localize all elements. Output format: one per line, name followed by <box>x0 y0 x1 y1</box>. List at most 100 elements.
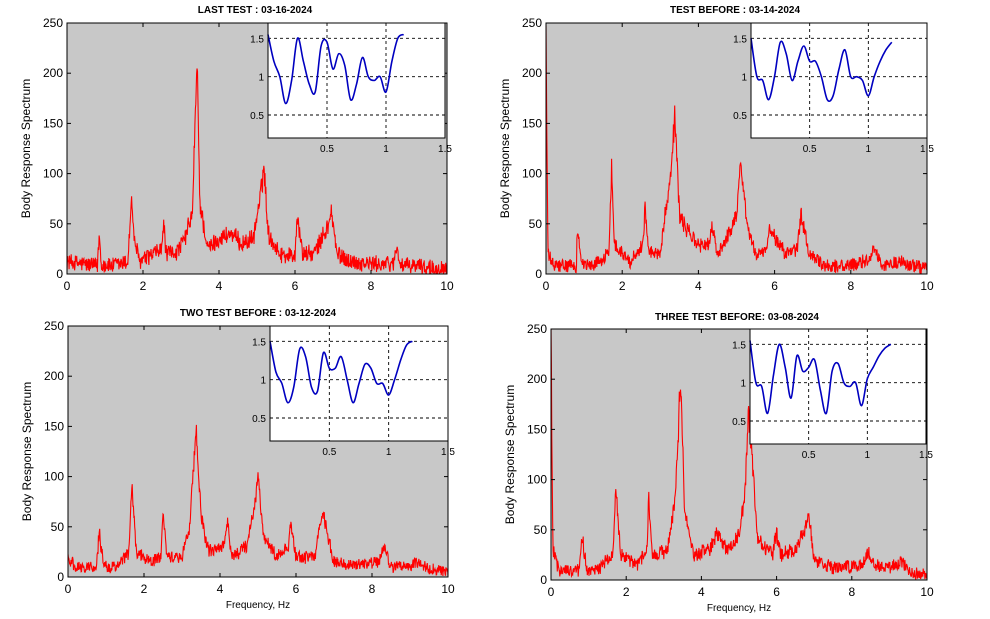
inset-plot-area <box>751 23 927 138</box>
inset-y-tick-label: 1.5 <box>252 337 266 348</box>
axes-frame <box>545 22 928 275</box>
inset-y-tick-label: 0.5 <box>733 111 747 122</box>
y-axis-label: Body Response Spectrum <box>498 79 512 218</box>
inset-x-tick-label: 1.5 <box>919 450 933 461</box>
inset-y-tick-label: 0.5 <box>252 414 266 425</box>
inset-frame <box>267 22 446 139</box>
x-tick-label: 6 <box>292 279 299 293</box>
inset-chart: 0.5 1 1.5 0.5 1 1.5 <box>250 22 452 155</box>
inset-line <box>267 33 405 105</box>
y-tick-label: 100 <box>43 167 63 181</box>
y-tick-label: 200 <box>522 66 542 80</box>
inset-frame <box>269 325 449 442</box>
inset-x-tick-label: 0.5 <box>803 144 817 155</box>
y-tick-label: 250 <box>43 16 63 30</box>
y-tick-label: 150 <box>44 419 64 433</box>
spectrum-line <box>68 424 448 577</box>
x-tick-label: 4 <box>698 585 705 599</box>
axes-frame <box>66 22 448 275</box>
x-axis-label: Frequency, Hz <box>707 603 771 614</box>
spectrum-line <box>67 68 447 274</box>
y-tick-label: 200 <box>43 66 63 80</box>
y-tick-label: 100 <box>44 470 64 484</box>
x-axis-label: Frequency, Hz <box>226 600 290 611</box>
inset-x-tick-label: 0.5 <box>320 144 334 155</box>
inset-chart: 0.5 1 1.5 0.5 1 1.5 <box>252 325 455 458</box>
x-tick-label: 2 <box>141 582 148 596</box>
chart-title: LAST TEST : 03-16-2024 <box>198 5 313 16</box>
inset-y-tick-label: 1.5 <box>732 340 746 351</box>
chart-title: TWO TEST BEFORE : 03-12-2024 <box>180 308 337 319</box>
inset-line <box>269 340 413 404</box>
inset-chart: 0.5 1 1.5 0.5 1 1.5 <box>732 328 933 461</box>
y-tick-label: 100 <box>527 473 547 487</box>
y-tick-label: 200 <box>527 372 547 386</box>
inset-x-tick-label: 1 <box>383 144 389 155</box>
inset-y-tick-label: 1 <box>258 73 264 84</box>
x-tick-label: 6 <box>293 582 300 596</box>
x-tick-label: 4 <box>695 279 702 293</box>
inset-x-tick-label: 1.5 <box>441 447 455 458</box>
x-tick-label: 10 <box>920 279 934 293</box>
x-tick-label: 2 <box>623 585 630 599</box>
x-tick-label: 8 <box>369 582 376 596</box>
y-axis-label: Body Response Spectrum <box>19 79 33 218</box>
inset-x-tick-label: 1.5 <box>920 144 934 155</box>
x-tick-label: 0 <box>543 279 550 293</box>
y-tick-label: 250 <box>522 16 542 30</box>
inset-y-tick-label: 1.5 <box>250 34 264 45</box>
x-tick-label: 0 <box>64 279 71 293</box>
inset-x-tick-label: 0.5 <box>322 447 336 458</box>
y-tick-label: 50 <box>534 523 548 537</box>
y-tick-label: 250 <box>527 322 547 336</box>
y-tick-label: 50 <box>529 217 543 231</box>
x-tick-label: 8 <box>368 279 375 293</box>
x-tick-label: 10 <box>920 585 934 599</box>
x-tick-label: 10 <box>441 582 455 596</box>
x-tick-label: 2 <box>619 279 626 293</box>
spectrum-line <box>551 329 927 580</box>
y-tick-label: 150 <box>527 422 547 436</box>
x-tick-label: 6 <box>773 585 780 599</box>
inset-y-tick-label: 0.5 <box>732 417 746 428</box>
y-tick-label: 50 <box>50 217 64 231</box>
inset-x-tick-label: 1 <box>865 450 871 461</box>
x-tick-label: 0 <box>548 585 555 599</box>
axes-frame <box>550 328 928 581</box>
inset-y-tick-label: 1 <box>260 376 266 387</box>
x-tick-label: 8 <box>848 585 855 599</box>
chart-title: TEST BEFORE : 03-14-2024 <box>670 5 800 16</box>
inset-line <box>749 340 892 415</box>
inset-plot-area <box>268 23 445 138</box>
inset-x-tick-label: 0.5 <box>802 450 816 461</box>
y-tick-label: 0 <box>56 267 63 281</box>
spectrum-line <box>546 25 927 274</box>
chart-title: THREE TEST BEFORE: 03-08-2024 <box>655 312 819 323</box>
x-tick-label: 4 <box>217 582 224 596</box>
inset-line <box>750 38 893 103</box>
inset-y-tick-label: 0.5 <box>250 111 264 122</box>
y-tick-label: 250 <box>44 319 64 333</box>
inset-chart: 0.5 1 1.5 0.5 1 1.5 <box>733 22 934 155</box>
y-tick-label: 200 <box>44 369 64 383</box>
x-tick-label: 6 <box>771 279 778 293</box>
axes-frame <box>67 325 449 578</box>
y-tick-label: 100 <box>522 167 542 181</box>
inset-frame <box>749 328 927 445</box>
x-tick-label: 2 <box>140 279 147 293</box>
y-tick-label: 150 <box>43 116 63 130</box>
inset-x-tick-label: 1 <box>386 447 392 458</box>
y-axis-label: Body Response Spectrum <box>20 382 34 521</box>
y-tick-label: 50 <box>51 520 65 534</box>
inset-frame <box>750 22 928 139</box>
y-axis-label: Body Response Spectrum <box>503 385 517 524</box>
x-tick-label: 0 <box>65 582 72 596</box>
y-tick-label: 150 <box>522 116 542 130</box>
x-tick-label: 10 <box>440 279 454 293</box>
inset-x-tick-label: 1.5 <box>438 144 452 155</box>
